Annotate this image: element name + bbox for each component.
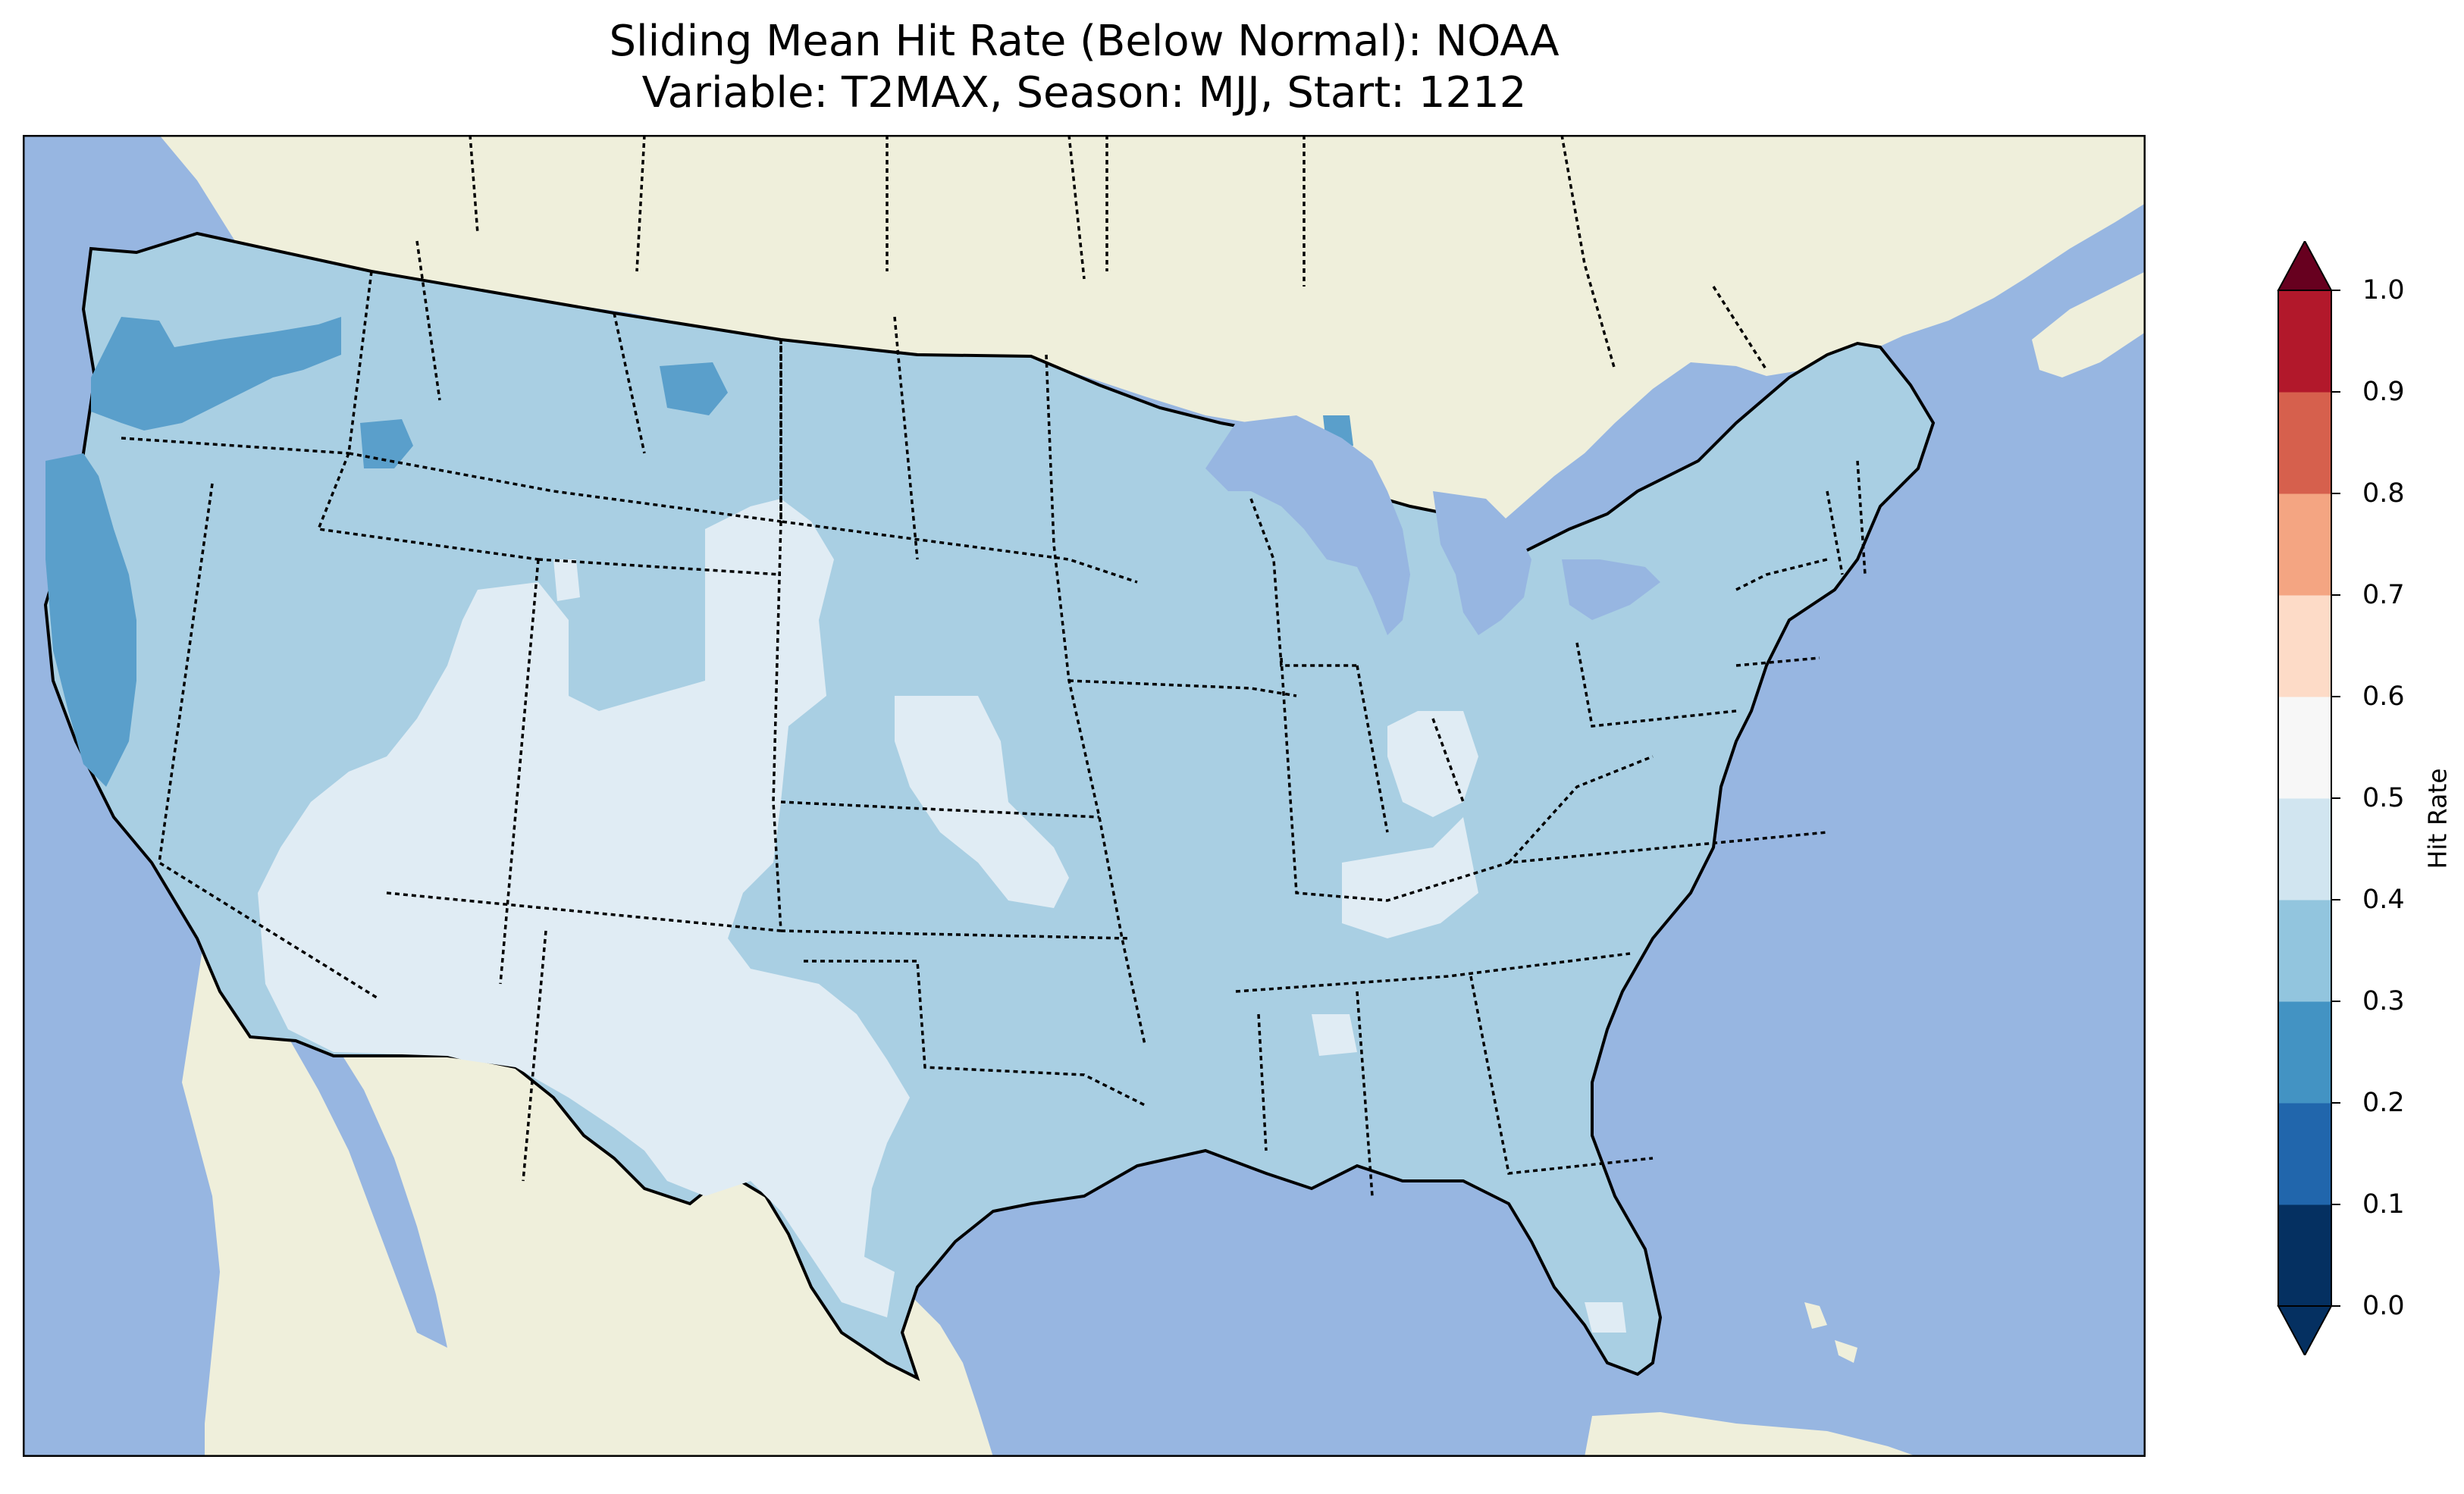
hit-rate-0.4-0.5-kansas — [895, 696, 1069, 908]
bahamas-land — [1804, 1302, 1857, 1363]
colorbar-extend-under — [2277, 1305, 2333, 1355]
colorbar-segment — [2278, 697, 2331, 799]
colorbar-tick-label: 0.2 — [2362, 1088, 2405, 1118]
hit-rate-0.2-0.3-montana — [660, 362, 728, 415]
colorbar-tick-label: 0.7 — [2362, 580, 2405, 610]
hit-rate-map — [23, 135, 2146, 1457]
colorbar-segment — [2278, 493, 2331, 596]
colorbar-segment — [2278, 798, 2331, 900]
baja-peninsula — [212, 938, 417, 1424]
colorbar-tick-label: 0.9 — [2362, 377, 2405, 407]
province-borders — [469, 135, 1768, 371]
canada-land — [159, 135, 2146, 597]
colorbar-tick-label: 0.6 — [2362, 681, 2405, 712]
map-frame — [23, 135, 2146, 1457]
colorbar-segment — [2278, 1001, 2331, 1104]
chart-title-line1: Sliding Mean Hit Rate (Below Normal): NO… — [609, 17, 1560, 66]
colorbar-extend-over — [2277, 241, 2333, 291]
hit-rate-0.4-0.5-alabama — [1312, 1014, 1357, 1056]
hit-rate-0.2-0.3-california-coast — [45, 453, 136, 787]
hit-rate-0.4-0.5-southwest — [258, 499, 910, 1317]
state-borders — [121, 135, 1867, 1197]
colorbar-segment — [2278, 595, 2331, 697]
colorbar-tick-label: 0.5 — [2362, 783, 2405, 813]
colorbar-tick-label: 0.3 — [2362, 986, 2405, 1016]
colorbar-segment — [2278, 900, 2331, 1002]
colorbar-tick-label: 1.0 — [2362, 275, 2405, 305]
hit-rate-0.4-0.5-florida — [1585, 1302, 1626, 1333]
colorbar-tick-label: 0.1 — [2362, 1189, 2405, 1220]
hit-rate-0.4-0.5-wyoming-small — [553, 559, 580, 601]
maritimes-land — [2032, 271, 2146, 377]
colorbar-segment — [2278, 1103, 2331, 1205]
hit-rate-0.2-0.3-oregon — [91, 317, 341, 431]
colorbar-tick-label: 0.0 — [2362, 1291, 2405, 1321]
colorbar-segment — [2278, 392, 2331, 494]
great-lakes — [1205, 415, 1660, 635]
cuba-land — [1585, 1412, 1918, 1457]
colorbar-segment — [2278, 290, 2331, 393]
colorbar-segment — [2278, 1204, 2331, 1307]
colorbar-label: Hit Rate — [2422, 768, 2453, 869]
mexico-land — [182, 935, 993, 1457]
gulf-of-california — [281, 991, 447, 1348]
colorbar-tick-label: 0.4 — [2362, 885, 2405, 915]
colorbar-tick-label: 0.8 — [2362, 478, 2405, 509]
colorbar — [2277, 241, 2340, 1355]
chart-title-line2: Variable: T2MAX, Season: MJJ, Start: 121… — [641, 68, 1527, 117]
hit-rate-0.2-0.3-idaho — [360, 419, 413, 468]
